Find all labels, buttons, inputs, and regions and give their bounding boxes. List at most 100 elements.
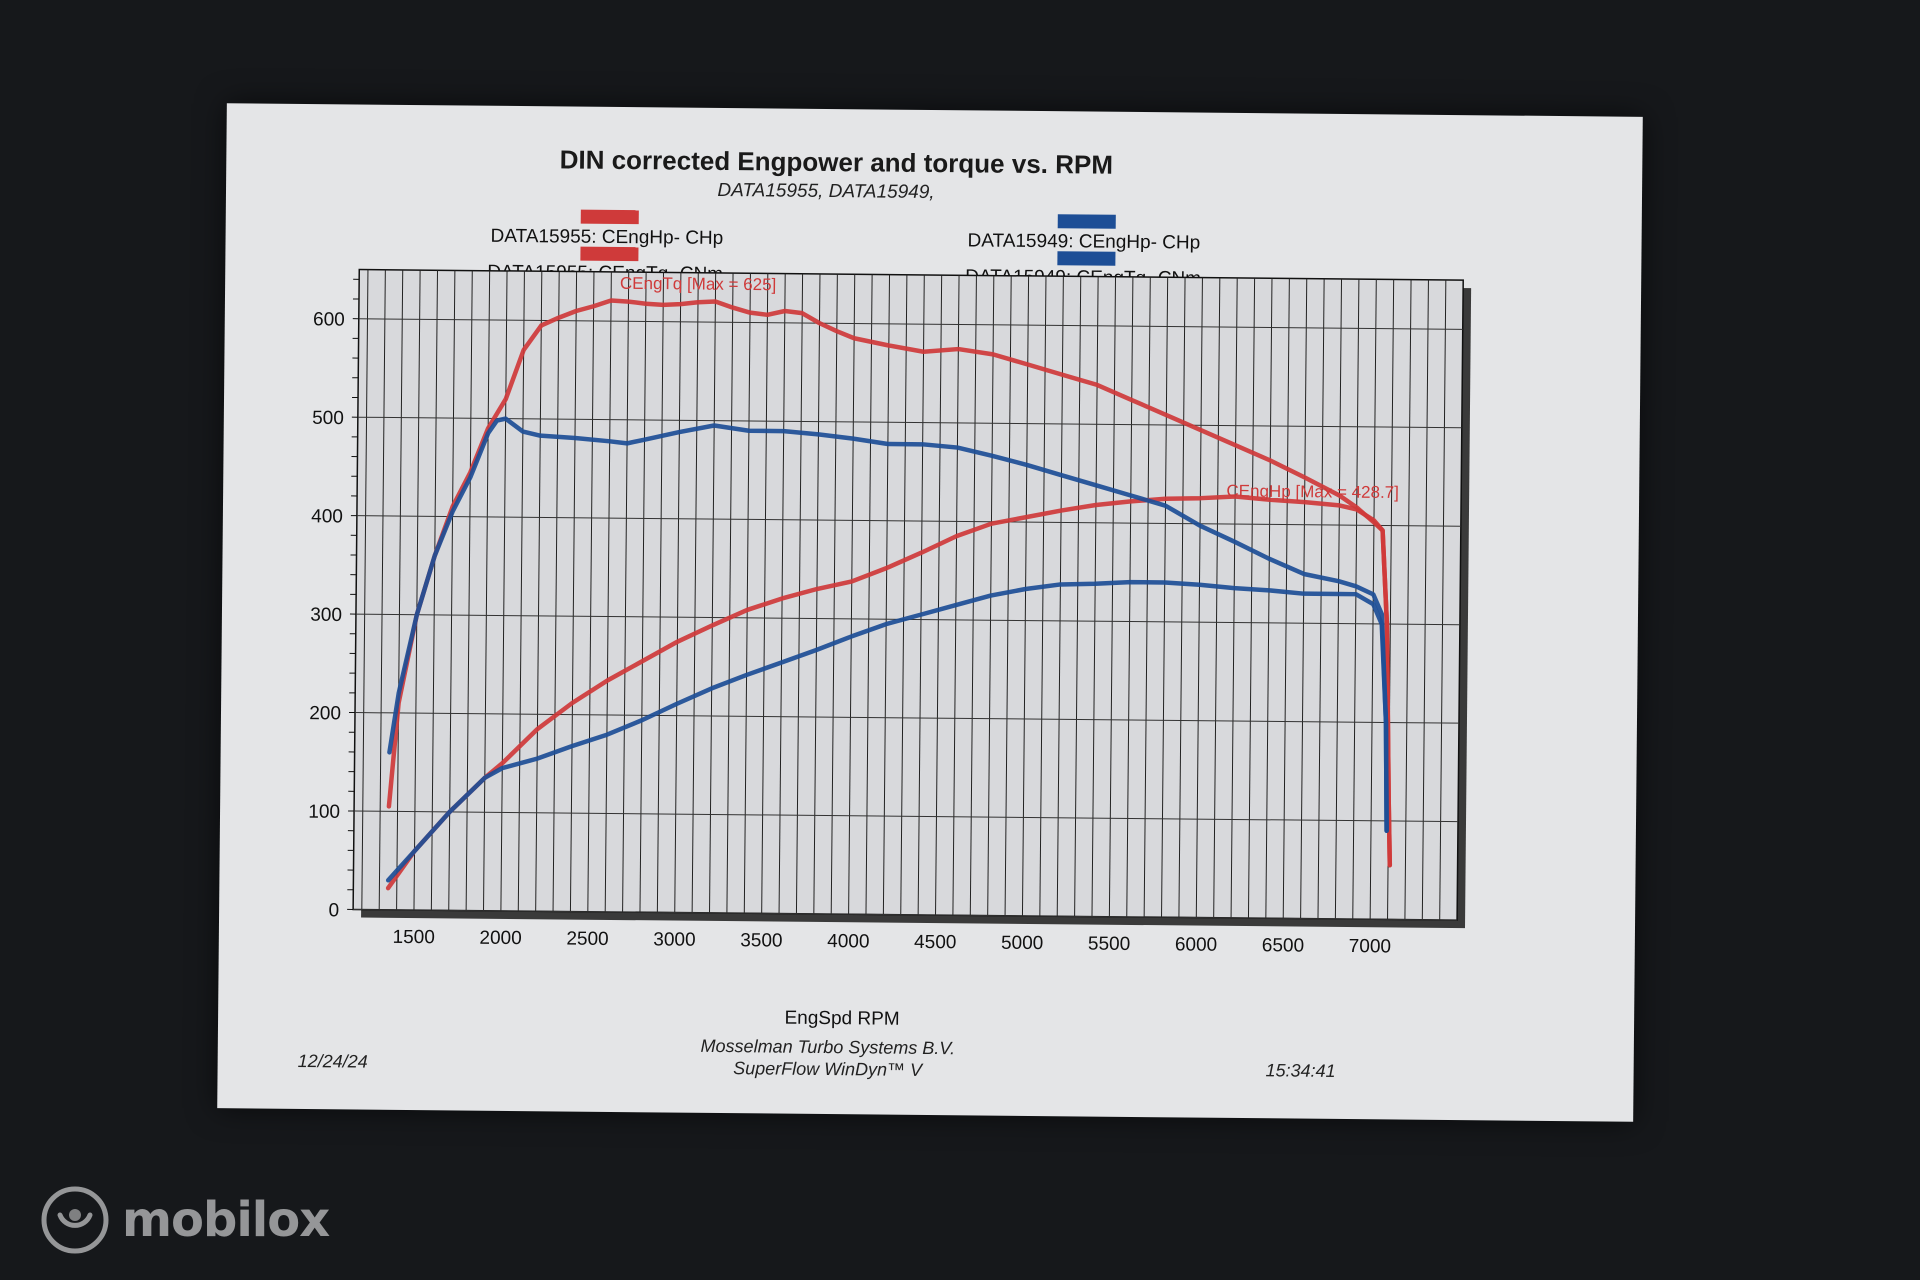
grid-line-h	[354, 810, 1459, 823]
mobilox-logo-icon	[41, 1186, 109, 1254]
grid-line-v	[1265, 278, 1273, 919]
grid-line-v	[378, 269, 386, 910]
grid-line-v	[778, 273, 786, 914]
footer-company: Mosselman Turbo Systems B.V.	[701, 1036, 956, 1058]
y-tick-label: 0	[328, 900, 339, 921]
legend-swatch	[1057, 214, 1116, 229]
grid-line-v	[1247, 278, 1256, 919]
y-tick-label: 600	[313, 309, 345, 330]
grid-line-v	[1021, 275, 1030, 916]
footer-software: SuperFlow WinDyn™ V	[733, 1058, 924, 1080]
grid-line-v	[691, 272, 699, 913]
x-tick-label: 4500	[914, 932, 956, 953]
grid-line-h	[356, 515, 1461, 527]
chart-annotations: CEngTq [Max = 625] CEngHp [Max = 428.7]	[620, 274, 1399, 502]
grid-line-v	[535, 271, 543, 912]
chart-subtitle: DATA15955, DATA15949,	[717, 180, 934, 203]
footer-date: 12/24/24	[298, 1051, 368, 1072]
grid-line-h	[355, 712, 1459, 724]
y-tick-label: 400	[311, 506, 343, 527]
legend-label: DATA15949: CEngHp- CHp	[967, 230, 1200, 253]
y-tick-label: 200	[309, 703, 341, 724]
x-axis-label: EngSpd RPM	[784, 1008, 899, 1030]
y-tick-label: 500	[312, 408, 344, 429]
grid-line-v	[1074, 276, 1082, 917]
grid-line-v	[813, 273, 821, 914]
watermark-text: mobilox	[122, 1192, 330, 1248]
x-tick-label: 6000	[1175, 934, 1217, 955]
series-line-3	[387, 416, 1389, 834]
grid-line-v	[1126, 276, 1134, 917]
grid-line-v	[361, 269, 369, 910]
chart-annotation: CEngHp [Max = 428.7]	[1226, 481, 1399, 502]
grid-line-v	[1056, 276, 1064, 917]
grid-line-v	[1161, 277, 1169, 918]
legend-swatch	[580, 209, 639, 225]
grid-line-v	[396, 269, 404, 910]
grid-line-v	[587, 271, 595, 912]
grid-line-v	[830, 274, 838, 915]
grid-line-v	[1039, 276, 1047, 917]
grid-line-v	[674, 272, 682, 913]
grid-line-v	[952, 275, 960, 916]
x-tick-label: 6500	[1262, 935, 1304, 956]
grid-line-v	[1230, 277, 1238, 918]
grid-line-v	[1143, 277, 1151, 918]
grid-line-v	[726, 273, 734, 914]
grid-line-v	[552, 271, 560, 912]
chart-annotation: CEngTq [Max = 625]	[620, 274, 777, 295]
grid-line-v	[1421, 279, 1429, 920]
grid-line-v	[465, 270, 473, 911]
x-tick-label: 5500	[1088, 934, 1130, 955]
chart-ticks: 0 100 200 300 400 500 600 1500 2000 2500 3000 3500 4…	[308, 278, 1391, 957]
grid-line-h	[353, 908, 1458, 921]
grid-line-v	[639, 272, 647, 913]
grid-line-v	[969, 275, 977, 916]
x-tick-label: 3500	[740, 930, 782, 951]
grid-line-v	[517, 271, 525, 912]
grid-line-v	[1004, 275, 1012, 916]
grid-line-v	[1300, 278, 1308, 919]
grid-line-v	[1352, 279, 1360, 920]
watermark: mobilox	[40, 1185, 330, 1255]
grid-line-v	[1178, 277, 1186, 918]
x-tick-label: 5000	[1001, 933, 1043, 954]
dyno-printout: DIN corrected Engpower and torque vs. RP…	[217, 103, 1643, 1122]
legend-label: DATA15955: CEngHp- CHp	[490, 226, 723, 249]
series-line-1	[386, 298, 1393, 868]
y-tick-label: 100	[308, 802, 340, 823]
grid-line-v	[656, 272, 665, 913]
chart-title: DIN corrected Engpower and torque vs. RP…	[560, 144, 1114, 179]
grid-line-v	[848, 274, 856, 915]
grid-line-v	[1195, 277, 1203, 918]
series-line-4	[385, 579, 1389, 883]
chart-lines	[385, 298, 1393, 891]
grid-line-h	[357, 416, 1462, 429]
grid-line-v	[709, 272, 717, 913]
grid-line-v	[761, 273, 769, 914]
grid-line-v	[1317, 278, 1325, 919]
dyno-chart: DIN corrected Engpower and torque vs. RP…	[298, 144, 1472, 1081]
grid-line-v	[413, 270, 421, 911]
footer-time: 15:34:41	[1265, 1060, 1335, 1081]
y-tick-label: 300	[310, 605, 342, 626]
grid-line-v	[900, 274, 908, 915]
grid-line-v	[935, 275, 943, 916]
grid-line-v	[448, 270, 456, 911]
grid-line-v	[430, 270, 438, 911]
grid-line-v	[882, 274, 891, 915]
grid-line-v	[1108, 276, 1117, 917]
grid-line-v	[604, 271, 612, 912]
x-tick-label: 2500	[566, 929, 608, 950]
x-tick-label: 3000	[653, 929, 695, 950]
x-tick-label: 1500	[392, 927, 434, 948]
x-tick-label: 4000	[827, 931, 869, 952]
grid-line-v	[1213, 277, 1221, 918]
grid-line-h	[358, 318, 1463, 330]
grid-line-v	[917, 274, 925, 915]
grid-line-v	[483, 270, 491, 911]
legend-swatch	[1057, 251, 1116, 266]
legend-swatch	[580, 246, 639, 262]
grid-line-v	[865, 274, 873, 915]
grid-line-v	[1404, 279, 1412, 920]
